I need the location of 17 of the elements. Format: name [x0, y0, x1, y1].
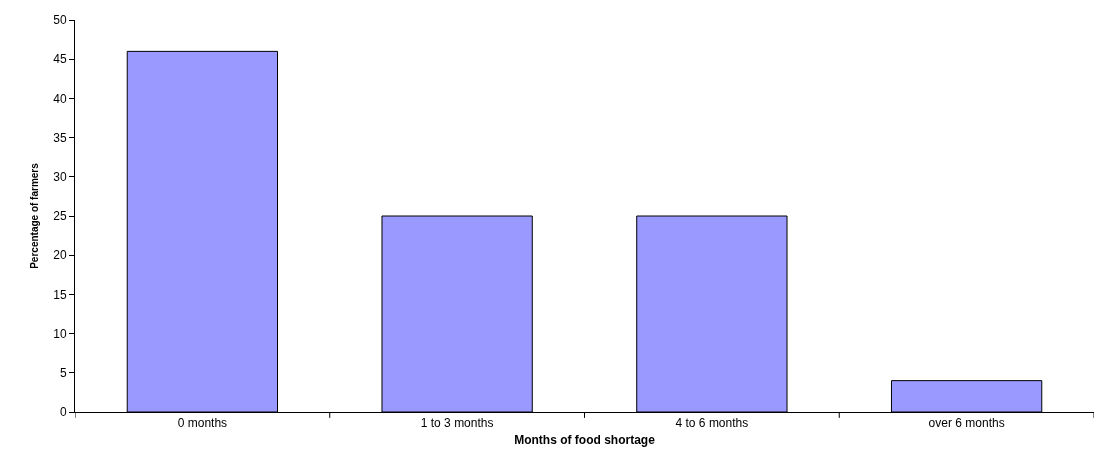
- y-tick-label: 40: [53, 91, 67, 106]
- x-axis-title: Months of food shortage: [514, 433, 656, 448]
- x-tick-label: over 6 months: [928, 416, 1005, 431]
- y-tick-label: 50: [53, 13, 67, 28]
- y-tick-label: 10: [53, 326, 67, 341]
- y-tick-label: 25: [53, 209, 67, 224]
- y-tick-label: 45: [53, 52, 67, 67]
- x-tick-label: 4 to 6 months: [675, 416, 749, 431]
- y-tick-label: 15: [53, 287, 67, 302]
- y-axis-title: Percentage of farmers: [29, 162, 41, 269]
- y-tick-label: 20: [53, 248, 67, 263]
- y-tick-label: 35: [53, 130, 67, 145]
- x-tick-label: 0 months: [177, 416, 228, 431]
- y-tick-label: 0: [59, 405, 67, 420]
- y-tick-label: 5: [59, 366, 67, 380]
- x-tick-label: 1 to 3 months: [420, 416, 494, 431]
- y-tick-label: 30: [53, 170, 67, 184]
